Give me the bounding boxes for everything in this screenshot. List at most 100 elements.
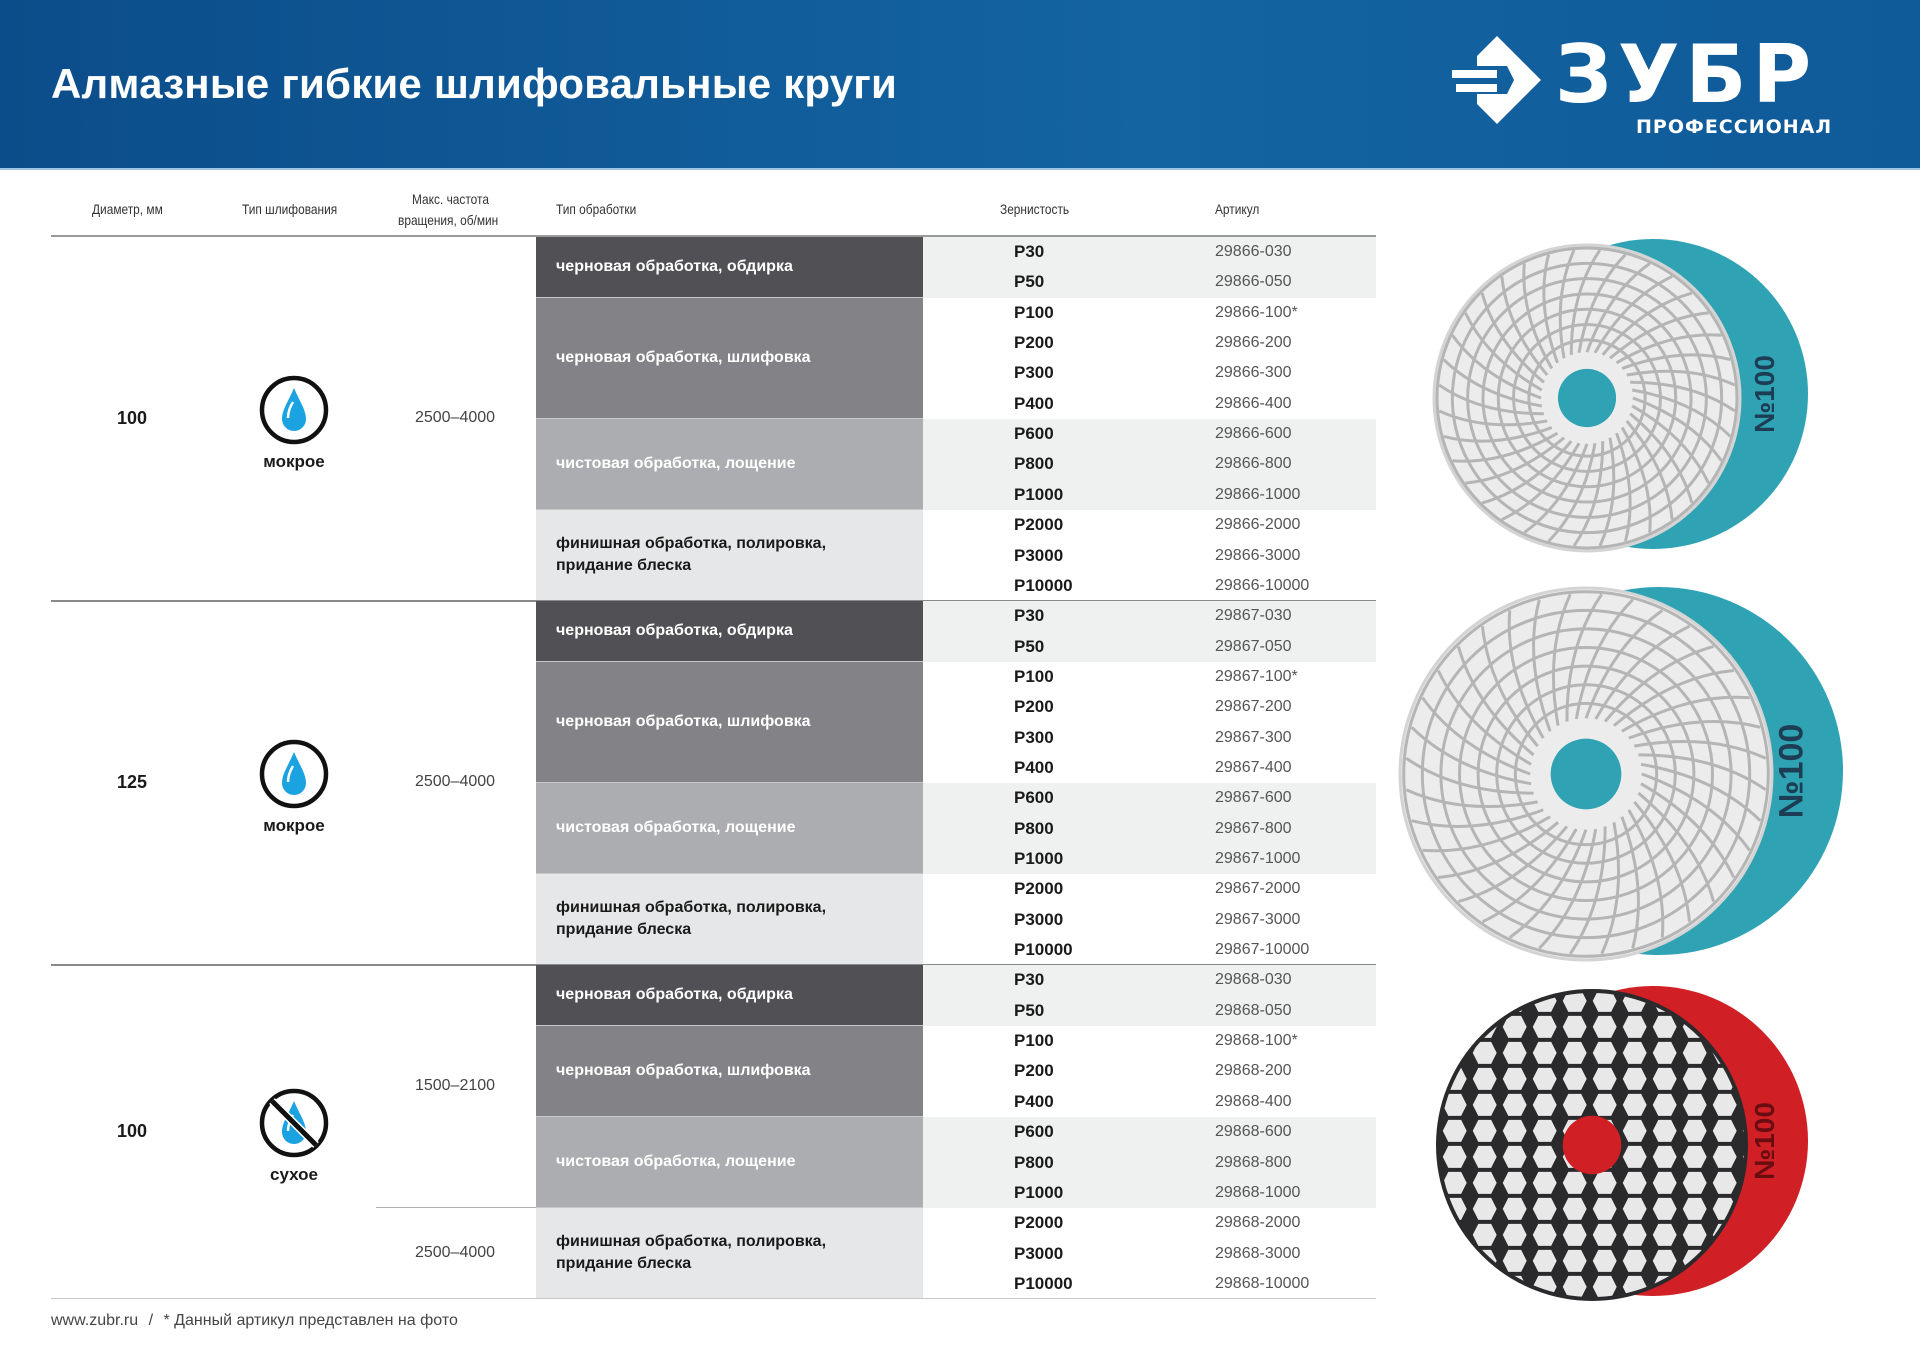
diameter-value: 100 bbox=[116, 1121, 148, 1142]
page-title: Алмазные гибкие шлифовальные круги bbox=[51, 60, 898, 107]
diameter-value: 100 bbox=[116, 408, 148, 429]
processing-type: черновая обработка, шлифовка bbox=[536, 661, 923, 784]
grinding-type-label: сухое bbox=[270, 1165, 318, 1185]
grit-value: P1000 bbox=[1014, 849, 1064, 868]
grit-value: P3000 bbox=[1014, 1243, 1064, 1263]
grit-value: P200 bbox=[1014, 697, 1054, 717]
grit-value: P10000 bbox=[1014, 575, 1073, 595]
processing-type-label: финишная обработка, полировка, придание … bbox=[556, 535, 827, 575]
grinding-type-label: мокрое bbox=[263, 452, 325, 472]
processing-type: финишная обработка, полировка, придание … bbox=[536, 1208, 923, 1300]
grit-value: P200 bbox=[1014, 1061, 1054, 1081]
speed-range: 2500–4000 bbox=[414, 773, 496, 791]
footer-separator: / bbox=[148, 1312, 154, 1329]
grit-value: P400 bbox=[1014, 393, 1054, 413]
disc-grit-label: №100 bbox=[1749, 355, 1780, 433]
article-number: 29868-3000 bbox=[1215, 1244, 1301, 1262]
grit-value: P600 bbox=[1014, 1122, 1054, 1142]
footer: www.zubr.ru / * Данный артикул представл… bbox=[51, 1312, 458, 1330]
article-number: 29867-3000 bbox=[1215, 910, 1301, 928]
article-number: 29867-100* bbox=[1215, 667, 1298, 685]
grit-group-bg bbox=[923, 237, 1376, 298]
grit-value: P300 bbox=[1014, 363, 1054, 383]
processing-type-label: черновая обработка, обдирка bbox=[556, 257, 793, 275]
article-number: 29868-100* bbox=[1215, 1032, 1298, 1050]
speed-range: 1500–2100 bbox=[414, 1076, 496, 1094]
article-number: 29866-030 bbox=[1215, 243, 1292, 260]
article-number: 29868-400 bbox=[1215, 1092, 1292, 1110]
col-article: Артикул bbox=[1215, 201, 1260, 217]
processing-type: чистовая обработка, лощение bbox=[536, 783, 923, 875]
speed-range: 2500–4000 bbox=[414, 1243, 496, 1261]
article-number: 29866-200 bbox=[1215, 334, 1292, 352]
grit-value: P30 bbox=[1014, 606, 1045, 626]
logo-brand: ЗУБР bbox=[1555, 28, 1818, 121]
article-number: 29867-400 bbox=[1215, 758, 1292, 776]
article-number: 29868-800 bbox=[1215, 1153, 1292, 1171]
article-number: 29866-600 bbox=[1215, 425, 1292, 443]
grit-value: P600 bbox=[1014, 424, 1054, 444]
grit-value: P10000 bbox=[1014, 940, 1073, 960]
polishing-disc-image: №100 bbox=[1436, 986, 1808, 1301]
col-diameter: Диаметр, мм bbox=[92, 201, 163, 217]
processing-type-label: черновая обработка, шлифовка bbox=[556, 713, 811, 731]
article-number: 29866-3000 bbox=[1215, 546, 1301, 564]
article-number: 29867-300 bbox=[1215, 728, 1292, 746]
grit-value: P3000 bbox=[1014, 909, 1064, 929]
article-number: 29868-2000 bbox=[1215, 1214, 1301, 1232]
col-speed-line2: вращения, об/мин bbox=[398, 212, 499, 228]
processing-type-label: чистовая обработка, лощение bbox=[556, 819, 796, 837]
processing-type: черновая обработка, обдирка bbox=[536, 237, 923, 298]
grit-value: P100 bbox=[1014, 666, 1054, 686]
article-number: 29867-050 bbox=[1215, 637, 1292, 655]
grit-value: P2000 bbox=[1014, 515, 1064, 535]
section-divider bbox=[51, 1298, 1376, 1300]
article-number: 29866-2000 bbox=[1215, 516, 1301, 534]
processing-type: финишная обработка, полировка, придание … bbox=[536, 874, 923, 966]
processing-type: чистовая обработка, лощение bbox=[536, 419, 923, 511]
processing-type-label: черновая обработка, обдирка bbox=[556, 622, 793, 640]
processing-type: черновая обработка, обдирка bbox=[536, 965, 923, 1027]
col-speed-line1: Макс. частота bbox=[412, 191, 489, 207]
article-number: 29867-600 bbox=[1215, 789, 1292, 807]
disc-grit-label: №100 bbox=[1749, 1102, 1780, 1180]
processing-type: финишная обработка, полировка, придание … bbox=[536, 510, 923, 602]
grit-value: P1000 bbox=[1014, 1182, 1064, 1202]
processing-type: черновая обработка, шлифовка bbox=[536, 297, 923, 420]
polishing-disc-image: №100 bbox=[1432, 239, 1808, 553]
disc-grit-label: №100 bbox=[1773, 724, 1811, 819]
article-number: 29867-800 bbox=[1215, 819, 1292, 837]
grit-value: P800 bbox=[1014, 454, 1054, 474]
grit-value: P400 bbox=[1014, 1091, 1054, 1111]
website-link[interactable]: www.zubr.ru bbox=[51, 1312, 139, 1329]
grit-value: P10000 bbox=[1014, 1273, 1073, 1293]
grit-value: P100 bbox=[1014, 302, 1054, 322]
grit-value: P30 bbox=[1014, 242, 1045, 261]
processing-type: черновая обработка, шлифовка bbox=[536, 1026, 923, 1118]
grit-group-bg bbox=[923, 783, 1376, 875]
article-number: 29868-600 bbox=[1215, 1123, 1292, 1141]
processing-type: чистовая обработка, лощение bbox=[536, 1117, 923, 1209]
diameter-value: 125 bbox=[116, 772, 148, 793]
col-grinding-type: Тип шлифования bbox=[242, 201, 338, 217]
grit-group-bg bbox=[923, 1117, 1376, 1209]
grit-value: P200 bbox=[1014, 333, 1054, 353]
footnote: * Данный артикул представлен на фото bbox=[163, 1312, 458, 1329]
water-drop-icon bbox=[258, 738, 330, 810]
grit-value: P3000 bbox=[1014, 545, 1064, 565]
col-processing: Тип обработки bbox=[556, 201, 637, 217]
speed-range: 2500–4000 bbox=[414, 409, 496, 427]
processing-type-label: черновая обработка, шлифовка bbox=[556, 1062, 811, 1080]
processing-type: черновая обработка, обдирка bbox=[536, 601, 923, 662]
processing-type-label: чистовая обработка, лощение bbox=[556, 1153, 796, 1171]
grinding-type-label: мокрое bbox=[263, 816, 325, 836]
article-number: 29866-1000 bbox=[1215, 485, 1301, 503]
grit-value: P300 bbox=[1014, 727, 1054, 747]
article-number: 29867-200 bbox=[1215, 698, 1292, 716]
article-number: 29867-2000 bbox=[1215, 880, 1301, 898]
article-number: 29868-050 bbox=[1215, 1001, 1292, 1019]
processing-type-label: черновая обработка, обдирка bbox=[556, 986, 793, 1004]
article-number: 29868-030 bbox=[1215, 971, 1292, 989]
article-number: 29868-10000 bbox=[1215, 1274, 1310, 1292]
